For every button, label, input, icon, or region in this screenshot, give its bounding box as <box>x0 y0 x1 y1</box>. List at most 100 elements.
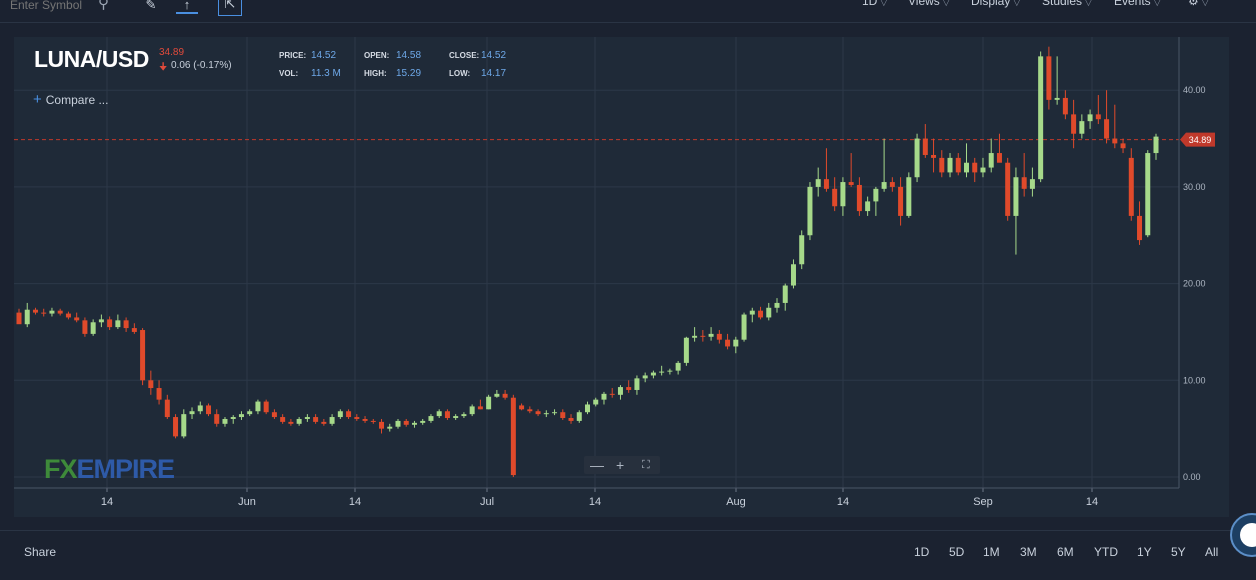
candle-body <box>494 393 500 397</box>
symbol-title: LUNA/USD <box>34 46 149 72</box>
candle-body <box>1079 121 1085 134</box>
candle-body <box>568 418 574 421</box>
candle-body <box>1046 56 1052 100</box>
crosshair-tool-icon[interactable]: ↑ <box>176 0 198 14</box>
range-5d-button[interactable]: 5D <box>949 545 965 559</box>
candle-body <box>947 157 953 173</box>
low-value: 14.17 <box>481 68 507 79</box>
candle <box>461 412 467 419</box>
zoom-in-icon[interactable]: + <box>616 457 625 473</box>
candle-body <box>914 138 920 178</box>
candle-body <box>337 411 343 418</box>
fullscreen-icon[interactable]: ⛶ <box>642 459 650 471</box>
candle-body <box>1128 157 1134 216</box>
vol-label: VOL: <box>279 69 299 78</box>
y-tick-label: 0.00 <box>1183 472 1201 482</box>
x-tick-label: Sep <box>973 496 993 508</box>
candle-body <box>716 333 722 340</box>
candle <box>173 414 179 439</box>
candle <box>49 307 55 317</box>
candle-body <box>1062 97 1068 115</box>
range-all-button[interactable]: All <box>1205 545 1219 559</box>
last-price-tag-label: 34.89 <box>1189 135 1212 145</box>
draw-tool-icon[interactable]: ✎ <box>145 0 157 12</box>
candle-body <box>98 319 104 323</box>
range-5y-button[interactable]: 5Y <box>1171 545 1186 559</box>
candle-body <box>733 339 739 347</box>
candle-body <box>659 371 665 373</box>
last-price-tag <box>1180 132 1215 147</box>
symbol-search-input[interactable] <box>8 0 112 18</box>
candle <box>486 394 492 410</box>
candle-body <box>1038 56 1044 180</box>
candle-body <box>206 405 211 415</box>
candle <box>321 418 327 426</box>
events-menu[interactable]: Events ▽ <box>1114 0 1161 8</box>
candle-body <box>411 422 417 425</box>
candle-body <box>856 184 862 212</box>
candle <box>1029 167 1035 197</box>
range-3m-button[interactable]: 3M <box>1020 545 1037 559</box>
candle <box>617 385 623 400</box>
compare-button[interactable]: + Compare ... <box>33 91 109 108</box>
candle-body <box>65 313 71 318</box>
low-label: LOW: <box>449 69 471 78</box>
candle-body <box>988 153 994 168</box>
display-menu[interactable]: Display ▽ <box>971 0 1021 8</box>
candle <box>362 416 368 423</box>
candle-body <box>634 378 640 390</box>
range-1d-button[interactable]: 1D <box>914 545 930 559</box>
search-icon[interactable]: ⚲ <box>98 0 109 12</box>
fxempire-logo: FXEMPIRE <box>44 454 175 484</box>
candle-body <box>189 411 195 415</box>
candle-body <box>313 417 319 422</box>
candlestick-chart[interactable]: 0.00 10.00 20.00 30.00 40.00 14 Jun 14 Jul 14 Aug 1… <box>14 37 1229 517</box>
candle-body <box>955 157 961 173</box>
candle-body <box>469 406 475 415</box>
candle <box>156 380 162 405</box>
candle <box>634 375 640 395</box>
measure-tool-icon[interactable]: ⇱ <box>218 0 242 16</box>
candle-body <box>873 188 879 202</box>
candle <box>535 409 541 417</box>
candle <box>57 308 63 316</box>
candle <box>626 380 632 393</box>
x-tick-label: Jun <box>238 496 256 508</box>
candle-body <box>906 177 912 216</box>
plus-icon: + <box>33 91 42 108</box>
chart-panel[interactable]: 0.00 10.00 20.00 30.00 40.00 14 Jun 14 Jul 14 Aug 1… <box>14 37 1229 517</box>
range-1y-button[interactable]: 1Y <box>1137 545 1152 559</box>
range-6m-button[interactable]: 6M <box>1057 545 1074 559</box>
share-button[interactable]: Share <box>24 545 57 559</box>
views-menu[interactable]: Views ▽ <box>908 0 950 8</box>
close-value: 14.52 <box>481 50 507 61</box>
candle <box>494 389 500 398</box>
candle <box>988 138 994 173</box>
candle <box>510 394 516 477</box>
interval-menu[interactable]: 1D ▽ <box>862 0 888 8</box>
candle <box>692 327 698 342</box>
candle-body <box>115 320 121 328</box>
candle-body <box>626 387 632 390</box>
candle <box>140 328 146 386</box>
candle-body <box>543 413 549 415</box>
zoom-out-icon[interactable]: — <box>590 457 604 473</box>
candle-body <box>428 416 434 421</box>
candle-body <box>832 188 838 207</box>
candle <box>881 138 887 192</box>
candle <box>1005 157 1011 221</box>
candle <box>313 414 319 424</box>
range-ytd-button[interactable]: YTD <box>1094 545 1118 559</box>
candle-body <box>288 421 294 424</box>
studies-menu[interactable]: Studies ▽ <box>1042 0 1092 8</box>
candle <box>931 138 937 173</box>
open-label: OPEN: <box>364 51 390 60</box>
candle <box>214 409 220 427</box>
settings-gear-icon[interactable]: ⚙ ▽ <box>1188 0 1209 8</box>
candle <box>115 314 121 330</box>
range-1m-button[interactable]: 1M <box>983 545 1000 559</box>
candle-body <box>700 335 706 337</box>
candle-body <box>650 372 656 376</box>
candle <box>403 418 409 427</box>
high-label: HIGH: <box>364 69 387 78</box>
